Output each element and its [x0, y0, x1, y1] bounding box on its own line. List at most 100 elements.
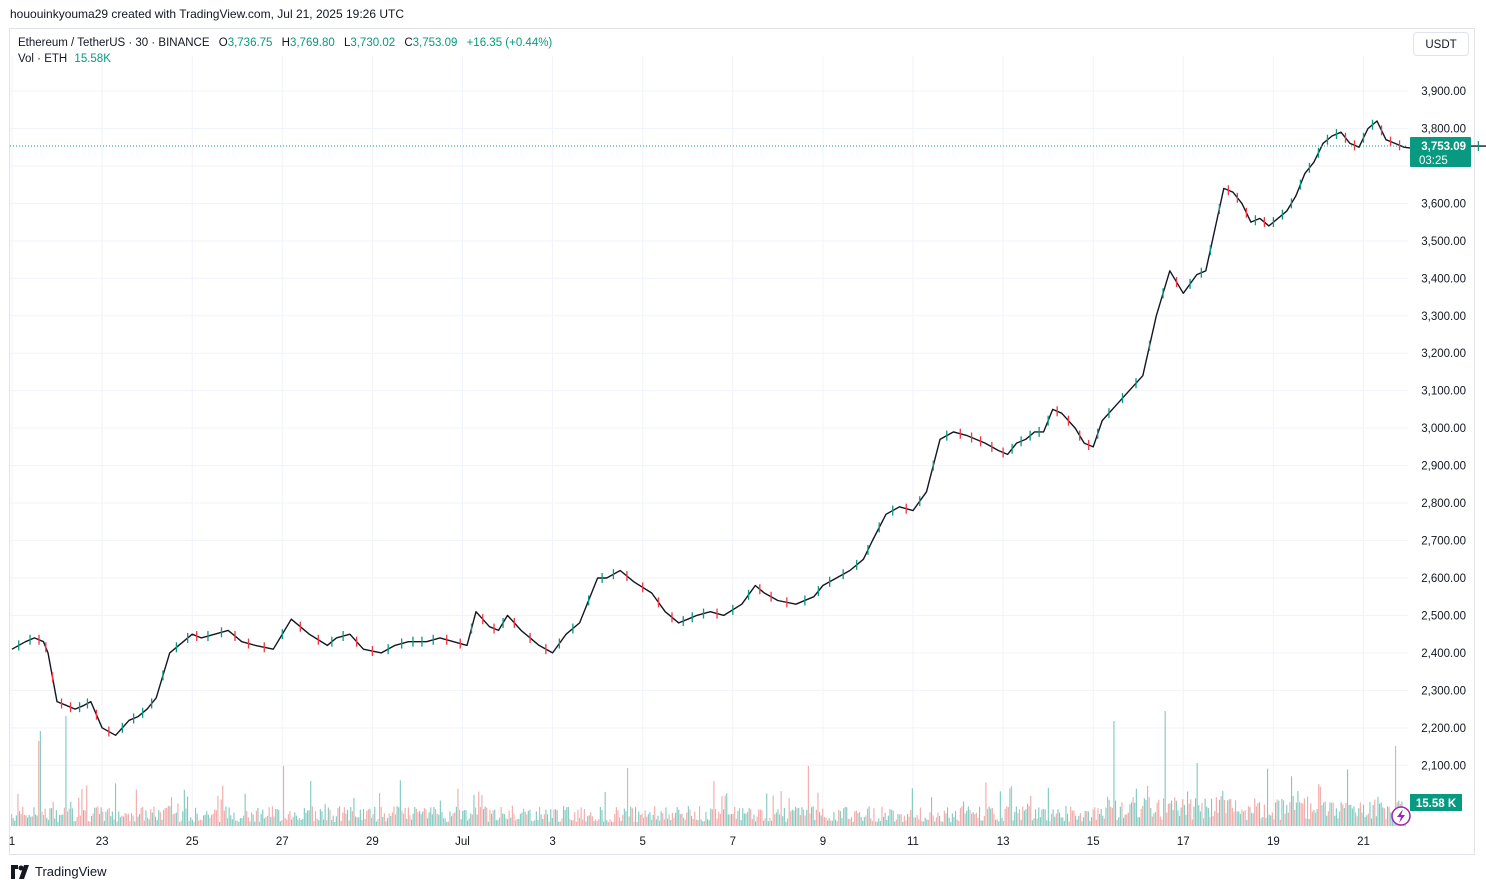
volume-bar [476, 814, 478, 826]
volume-bar [166, 807, 168, 826]
chart-attribution: hououinkyouma29 created with TradingView… [10, 7, 405, 21]
volume-bar [292, 816, 294, 826]
volume-bar [351, 811, 353, 826]
volume-bar [550, 809, 552, 826]
volume-bar [937, 812, 939, 826]
volume-bar [35, 814, 37, 826]
volume-bar [417, 812, 419, 826]
volume-bar [1051, 813, 1053, 826]
volume-bar [79, 815, 81, 826]
volume-bar [446, 821, 448, 826]
price-axis-label: 3,600.00 [1421, 198, 1466, 210]
volume-bar [871, 821, 873, 826]
volume-bar [987, 808, 989, 826]
volume-bar [1265, 817, 1267, 826]
volume-bar [838, 809, 840, 826]
volume-bar [511, 805, 513, 826]
volume-bar [911, 788, 913, 826]
legend-volume-label[interactable]: Vol · ETH [18, 53, 68, 65]
volume-bar [217, 795, 219, 826]
volume-bar [839, 811, 841, 826]
volume-bar [1212, 816, 1214, 826]
volume-bar [519, 813, 521, 826]
volume-bar [139, 814, 141, 826]
volume-bar [564, 810, 566, 826]
volume-bar [1383, 808, 1385, 826]
volume-bar [686, 812, 688, 826]
volume-bar [692, 818, 694, 826]
volume-bar [603, 821, 605, 826]
volume-bar [163, 809, 165, 826]
volume-bar [1345, 802, 1347, 826]
volume-bar [750, 809, 752, 826]
volume-bar [1369, 802, 1371, 826]
volume-bar [799, 815, 801, 826]
volume-bar [143, 820, 145, 826]
volume-bar [791, 809, 793, 826]
volume-bar [44, 808, 46, 826]
currency-button[interactable]: USDT [1413, 32, 1469, 56]
volume-bar [17, 794, 19, 826]
volume-bar [748, 808, 750, 826]
volume-bar [844, 806, 846, 826]
volume-bar [230, 815, 232, 826]
volume-bar [787, 818, 789, 826]
volume-bar [1355, 812, 1357, 826]
volume-bar [631, 808, 633, 826]
volume-bar [313, 821, 315, 826]
volume-bar [651, 819, 653, 826]
volume-bar [683, 817, 685, 826]
volume-bar [41, 811, 43, 826]
volume-bar [1143, 798, 1145, 826]
volume-bar [740, 820, 742, 826]
volume-bar [1318, 784, 1320, 826]
volume-bar [945, 813, 947, 826]
time-axis-label: 11 [907, 836, 919, 848]
volume-bar [643, 817, 645, 826]
volume-bar [548, 821, 550, 826]
volume-bar [859, 812, 861, 826]
volume-bar [1140, 808, 1142, 826]
volume-bar [38, 741, 40, 826]
volume-bar [1089, 820, 1091, 826]
volume-bar [1380, 802, 1382, 826]
volume-bar [1043, 808, 1045, 826]
volume-bar [811, 807, 813, 826]
volume-bar [948, 817, 950, 826]
lightning-icon[interactable] [1391, 806, 1411, 826]
volume-bar [529, 809, 531, 826]
volume-bar [1118, 817, 1120, 826]
volume-bar [204, 814, 206, 826]
volume-bar [310, 781, 312, 826]
volume-bar [1254, 798, 1256, 826]
volume-bar [287, 814, 289, 826]
volume-bar [55, 810, 57, 826]
volume-bar [307, 810, 309, 826]
volume-bar [177, 803, 179, 826]
volume-bar [662, 813, 664, 826]
volume-bar [695, 819, 697, 826]
footer-brand[interactable]: TradingView [10, 864, 107, 879]
volume-bar [1174, 797, 1176, 826]
last-price-badge-countdown: 03:25 [1419, 155, 1448, 167]
volume-bar [1199, 811, 1201, 826]
volume-bar [481, 794, 483, 826]
volume-bar [91, 815, 93, 826]
volume-bar [785, 821, 787, 826]
volume-bar [318, 820, 320, 826]
legend-symbol[interactable]: Ethereum / TetherUS · 30 · BINANCE [18, 37, 210, 49]
volume-bar [83, 810, 85, 826]
volume-bar [999, 791, 1001, 826]
volume-bar [404, 808, 406, 826]
volume-bar [190, 817, 192, 826]
time-axis-label: 1 [9, 836, 15, 848]
volume-bar [1172, 809, 1174, 826]
volume-bar [699, 806, 701, 826]
volume-bar [299, 818, 301, 826]
volume-bar [254, 821, 256, 826]
volume-bar [1063, 820, 1065, 826]
volume-bar [847, 818, 849, 826]
volume-bar [147, 817, 149, 826]
volume-bar [1084, 810, 1086, 826]
